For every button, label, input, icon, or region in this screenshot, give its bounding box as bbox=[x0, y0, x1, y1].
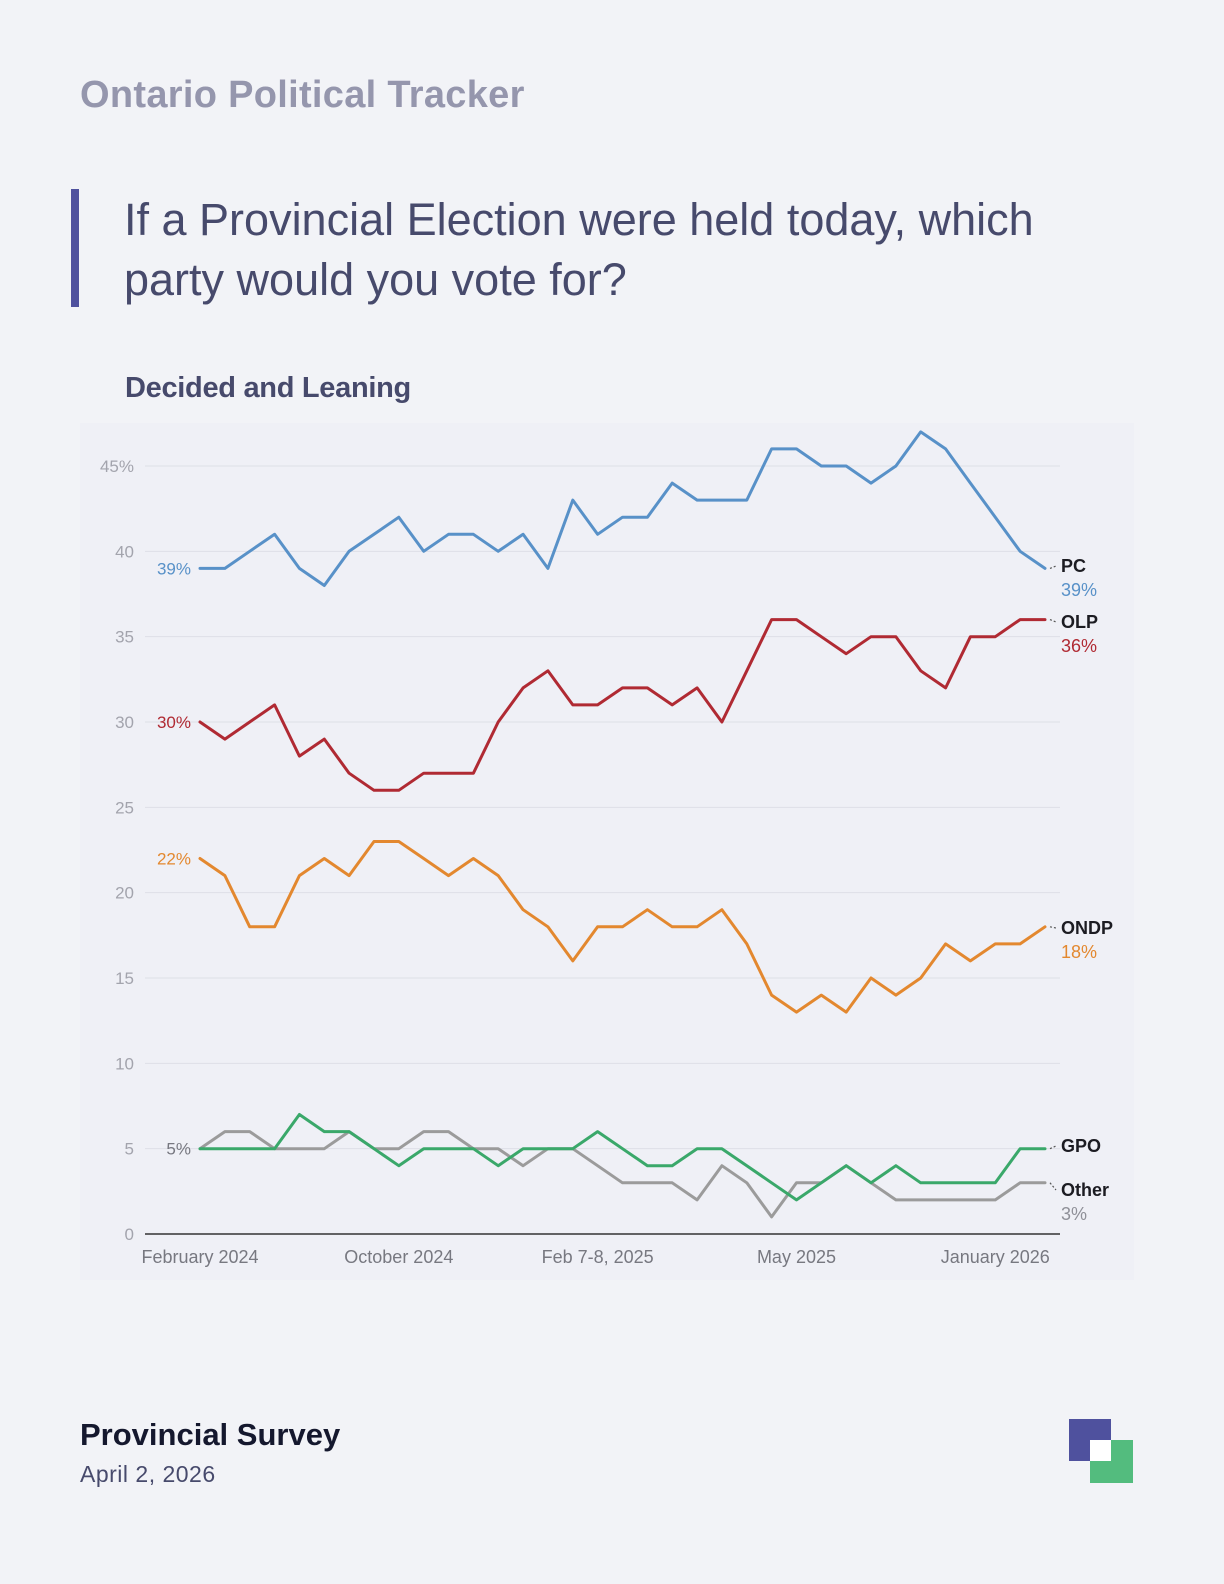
series-lines bbox=[198, 430, 1047, 1219]
y-tick-label: 35 bbox=[115, 628, 134, 647]
end-name-label-gpo: GPO bbox=[1061, 1136, 1101, 1156]
x-tick-label: May 2025 bbox=[757, 1247, 836, 1267]
brand-logo bbox=[1069, 1419, 1133, 1483]
footer-date: April 2, 2026 bbox=[80, 1461, 216, 1487]
chart-panel: 0 5 10 15 20 25 30 35 40 45% February 2024 October … bbox=[80, 423, 1134, 1280]
end-value-label-pc: 39% bbox=[1061, 580, 1097, 600]
footer-survey-name: Provincial Survey bbox=[80, 1417, 341, 1452]
leader-line-olp bbox=[1049, 619, 1057, 623]
y-tick-label: 10 bbox=[115, 1054, 134, 1073]
start-label-pc: 39% bbox=[157, 559, 191, 578]
x-tick-label: October 2024 bbox=[344, 1247, 453, 1267]
line-chart: 0 5 10 15 20 25 30 35 40 45% February 2024 October … bbox=[100, 430, 1113, 1267]
end-value-label-other: 3% bbox=[1061, 1204, 1087, 1224]
x-tick-label: February 2024 bbox=[141, 1247, 258, 1267]
chart-subtitle: Decided and Leaning bbox=[125, 372, 411, 404]
start-label-gpo: 5% bbox=[166, 1140, 191, 1159]
series-line-other bbox=[198, 1130, 1047, 1219]
axes: 0 5 10 15 20 25 30 35 40 45% February 2024 October … bbox=[100, 457, 1060, 1267]
logo-white-square bbox=[1090, 1440, 1111, 1461]
series-line-ondp bbox=[198, 840, 1047, 1014]
gridlines bbox=[145, 465, 1060, 1150]
y-tick-label: 20 bbox=[115, 884, 134, 903]
x-tick-label: Feb 7-8, 2025 bbox=[542, 1247, 654, 1267]
start-label-olp: 30% bbox=[157, 713, 191, 732]
end-name-label-other: Other bbox=[1061, 1180, 1109, 1200]
series-line-olp bbox=[198, 618, 1047, 792]
leader-line-other bbox=[1049, 1182, 1057, 1191]
x-tick-label: January 2026 bbox=[941, 1247, 1050, 1267]
series-line-pc bbox=[198, 430, 1047, 587]
end-name-label-ondp: ONDP bbox=[1061, 918, 1113, 938]
y-tick-label: 0 bbox=[125, 1225, 134, 1244]
y-tick-label: 30 bbox=[115, 713, 134, 732]
leader-line-pc bbox=[1049, 565, 1057, 569]
end-value-label-olp: 36% bbox=[1061, 636, 1097, 656]
y-tick-label: 5 bbox=[125, 1140, 134, 1159]
leader-line-gpo bbox=[1049, 1145, 1057, 1150]
tracker-title: Ontario Political Tracker bbox=[80, 74, 525, 116]
start-label-ondp: 22% bbox=[157, 850, 191, 869]
y-tick-label: 15 bbox=[115, 969, 134, 988]
leader-line-ondp bbox=[1049, 926, 1057, 929]
y-tick-label: 25 bbox=[115, 798, 134, 817]
end-name-label-pc: PC bbox=[1061, 556, 1086, 576]
survey-question: If a Provincial Election were held today… bbox=[124, 194, 1034, 305]
question-accent-bar bbox=[71, 189, 79, 307]
series-labels: 39% PC 39% 30% OLP 36% 22% ONDP 18% 5% GPO Other 3% bbox=[157, 556, 1113, 1224]
series-line-gpo bbox=[198, 1113, 1047, 1202]
y-tick-label: 45% bbox=[100, 457, 134, 476]
y-tick-label: 40 bbox=[115, 542, 134, 561]
end-name-label-olp: OLP bbox=[1061, 612, 1098, 632]
end-value-label-ondp: 18% bbox=[1061, 942, 1097, 962]
